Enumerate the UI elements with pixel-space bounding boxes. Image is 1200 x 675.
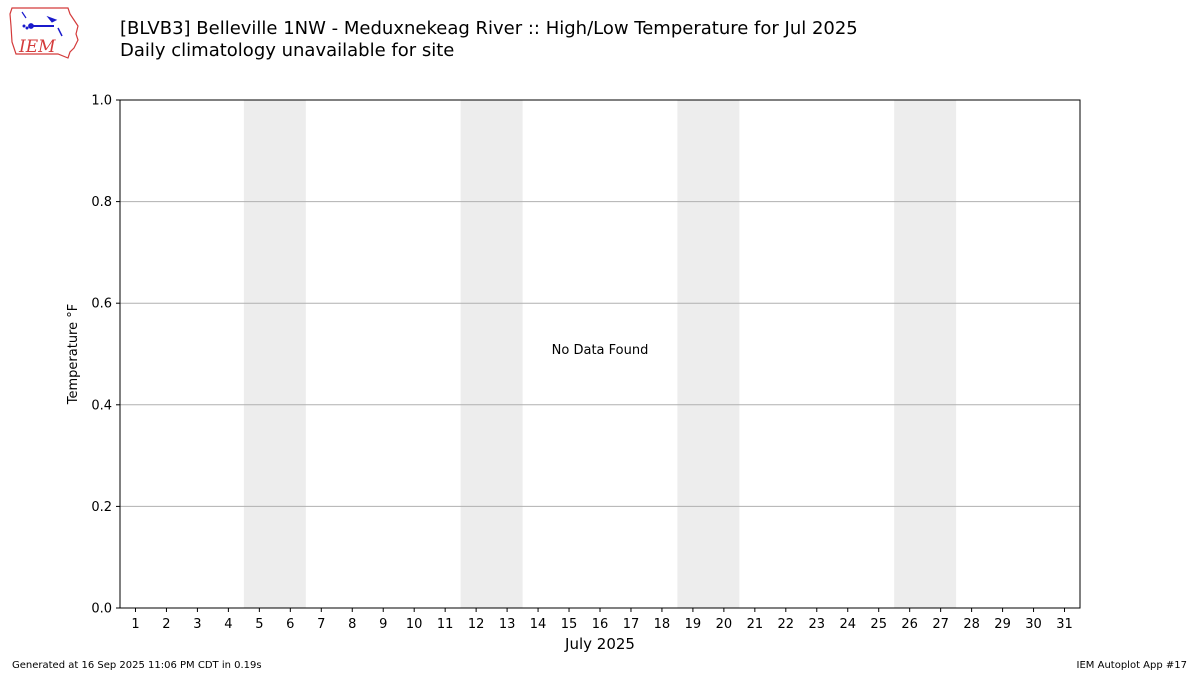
x-tick-label: 1 [131,617,139,632]
logo-text: IEM [18,37,56,57]
x-tick-label: 22 [778,617,795,632]
x-tick-label: 12 [468,617,485,632]
chart-subtitle: Daily climatology unavailable for site [120,40,455,61]
y-axis-label: Temperature °F [66,304,81,405]
generated-timestamp: Generated at 16 Sep 2025 11:06 PM CDT in… [12,660,262,671]
y-tick-label: 0.4 [91,398,112,413]
x-tick-label: 30 [1025,617,1042,632]
x-axis-ticks: 1 2 3 4 5 6 7 8 9 10 11 12 13 14 15 16 17 18 19 20 21 22 23 24 2… [131,608,1073,632]
y-tick-label: 0.0 [91,602,112,617]
x-tick-label: 10 [406,617,423,632]
x-tick-label: 31 [1056,617,1073,632]
x-tick-label: 17 [623,617,640,632]
x-axis-label: July 2025 [564,635,635,653]
chart-title: [BLVB3] Belleville 1NW - Meduxnekeag Riv… [120,18,858,39]
x-tick-label: 13 [499,617,516,632]
grid-lines [120,201,1080,507]
y-tick-label: 1.0 [91,94,112,109]
y-axis-ticks: 0.0 0.2 0.4 0.6 0.8 1.0 [91,94,120,617]
x-tick-label: 9 [379,617,387,632]
iowa-state-outline [9,7,79,59]
x-tick-label: 4 [224,617,232,632]
x-tick-label: 5 [255,617,263,632]
weekend-band [243,100,306,608]
weekend-band [677,100,740,608]
x-tick-label: 15 [561,617,578,632]
x-tick-label: 24 [839,617,856,632]
x-tick-label: 25 [870,617,887,632]
x-tick-label: 20 [716,617,733,632]
chart-title-block: [BLVB3] Belleville 1NW - Meduxnekeag Riv… [120,18,858,62]
no-data-annotation: No Data Found [552,343,649,358]
x-tick-label: 27 [932,617,949,632]
x-tick-label: 2 [162,617,170,632]
x-tick-label: 7 [317,617,325,632]
x-tick-label: 28 [963,617,980,632]
x-tick-label: 26 [901,617,918,632]
x-tick-label: 16 [592,617,609,632]
y-tick-label: 0.6 [91,297,112,312]
x-tick-label: 21 [747,617,764,632]
y-tick-label: 0.8 [91,195,112,210]
x-tick-label: 19 [685,617,702,632]
y-tick-label: 0.2 [91,500,112,515]
app-identifier: IEM Autoplot App #17 [1076,660,1187,671]
x-tick-label: 14 [530,617,547,632]
weekend-band [894,100,957,608]
weekend-band [460,100,523,608]
x-tick-label: 6 [286,617,294,632]
x-tick-label: 18 [654,617,671,632]
weekend-shading [243,100,957,608]
weather-station-icon [21,11,63,37]
x-tick-label: 11 [437,617,454,632]
x-tick-label: 23 [809,617,826,632]
iem-logo: IEM [9,7,79,59]
x-tick-label: 3 [193,617,201,632]
x-tick-label: 8 [348,617,356,632]
x-tick-label: 29 [994,617,1011,632]
